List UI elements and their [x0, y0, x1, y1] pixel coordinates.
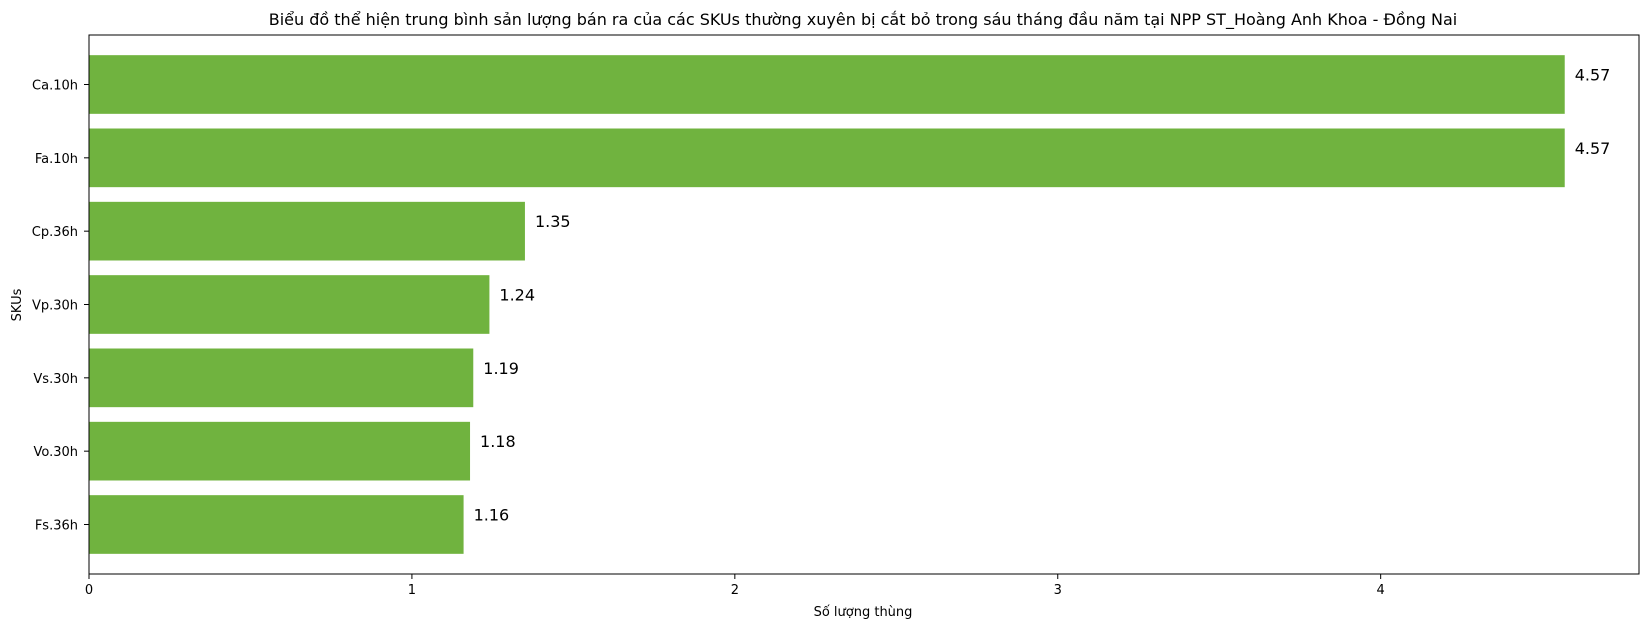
- y-tick-label: Fa.10h: [35, 152, 78, 167]
- y-tick-label: Ca.10h: [32, 79, 78, 94]
- y-tick-label: Vs.30h: [33, 372, 78, 387]
- y-tick-label: Fs.36h: [35, 519, 78, 534]
- bar-value-label: 1.24: [499, 286, 535, 305]
- bar: [89, 495, 464, 554]
- x-tick-label: 2: [731, 583, 739, 598]
- bar-value-label: 1.18: [480, 432, 516, 451]
- x-axis-label: Số lượng thùng: [814, 605, 913, 620]
- bar: [89, 275, 490, 334]
- x-tick-label: 3: [1054, 583, 1062, 598]
- x-tick-label: 4: [1377, 583, 1385, 598]
- bar-value-label: 1.35: [535, 212, 571, 231]
- chart-title: Biểu đồ thể hiện trung bình sản lượng bá…: [269, 10, 1457, 30]
- plot-area: 4.57 Ca.10h 4.57 Fa.10h 1.35 Cp.36h 1.24 Vp.30h…: [32, 34, 1640, 598]
- bar: [89, 55, 1565, 114]
- y-tick-label: Vo.30h: [33, 445, 78, 460]
- bar-value-label: 1.19: [483, 359, 519, 378]
- bar-value-label: 4.57: [1575, 66, 1611, 85]
- bar: [89, 348, 474, 408]
- bar-value-label: 4.57: [1575, 139, 1611, 158]
- x-tick-label: 1: [408, 583, 416, 598]
- bar: [89, 128, 1565, 188]
- bar: [89, 201, 525, 261]
- bar: [89, 421, 471, 481]
- x-tick-label: 0: [85, 583, 93, 598]
- y-tick-label: Cp.36h: [32, 225, 78, 240]
- bar-value-label: 1.16: [474, 506, 510, 525]
- y-axis-label: SKUs: [10, 288, 25, 321]
- plot-frame: [88, 34, 1640, 575]
- y-tick-label: Vp.30h: [32, 299, 78, 314]
